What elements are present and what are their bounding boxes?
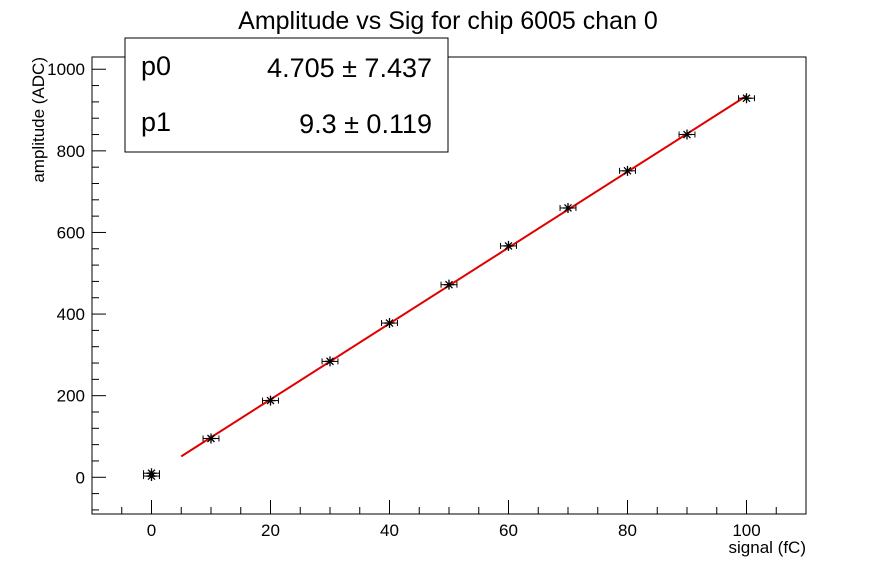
data-point xyxy=(678,129,696,140)
x-tick-label: 20 xyxy=(261,521,280,540)
star-marker xyxy=(503,240,514,251)
star-marker xyxy=(444,279,454,290)
y-tick-label: 600 xyxy=(57,223,85,242)
x-axis-tick-labels: 0 20 40 60 80 100 xyxy=(147,521,761,540)
fit-line xyxy=(180,95,748,458)
star-marker xyxy=(682,129,692,140)
fit-stats-box: p0 4.705 ± 7.437 p1 9.3 ± 0.119 xyxy=(124,37,449,153)
data-point xyxy=(500,240,517,251)
y-tick-label: 200 xyxy=(57,387,85,406)
y-axis-tick-labels: 0 200 400 600 800 1000 xyxy=(47,60,85,487)
x-tick-label: 100 xyxy=(732,521,760,540)
y-axis-ticks xyxy=(92,68,106,511)
data-point xyxy=(738,93,755,104)
y-tick-label: 400 xyxy=(57,305,85,324)
x-axis-label: signal (fC) xyxy=(729,538,806,557)
star-marker xyxy=(206,433,216,444)
x-tick-label: 40 xyxy=(380,521,399,540)
y-tick-label: 0 xyxy=(76,468,85,487)
stat-p0-value: 4.705 ± 7.437 xyxy=(267,53,432,83)
data-point xyxy=(321,356,339,367)
stat-p0-name: p0 xyxy=(141,51,171,81)
data-point xyxy=(202,433,220,444)
star-marker xyxy=(325,356,335,367)
star-marker xyxy=(146,468,157,479)
x-tick-label: 0 xyxy=(147,521,156,540)
data-point xyxy=(559,202,577,213)
data-point xyxy=(381,318,398,329)
stat-p1-name: p1 xyxy=(141,107,171,137)
x-axis-ticks xyxy=(91,500,807,514)
star-marker xyxy=(741,93,752,104)
stat-p1-value: 9.3 ± 0.119 xyxy=(299,109,432,139)
fit-layer xyxy=(180,95,748,458)
data-point xyxy=(440,279,458,290)
x-tick-label: 80 xyxy=(618,521,637,540)
star-marker xyxy=(265,395,276,406)
star-marker xyxy=(622,165,633,176)
data-point xyxy=(262,395,279,406)
chart-title: Amplitude vs Sig for chip 6005 chan 0 xyxy=(238,7,658,35)
data-point xyxy=(143,468,160,479)
star-marker xyxy=(563,202,573,213)
data-points xyxy=(143,93,755,482)
x-tick-label: 60 xyxy=(499,521,518,540)
y-tick-label: 1000 xyxy=(47,60,85,79)
star-marker xyxy=(384,318,395,329)
stats-box-frame xyxy=(124,37,449,153)
y-tick-label: 800 xyxy=(57,142,85,161)
y-axis-label: amplitude (ADC) xyxy=(29,57,48,183)
data-point xyxy=(619,165,636,176)
